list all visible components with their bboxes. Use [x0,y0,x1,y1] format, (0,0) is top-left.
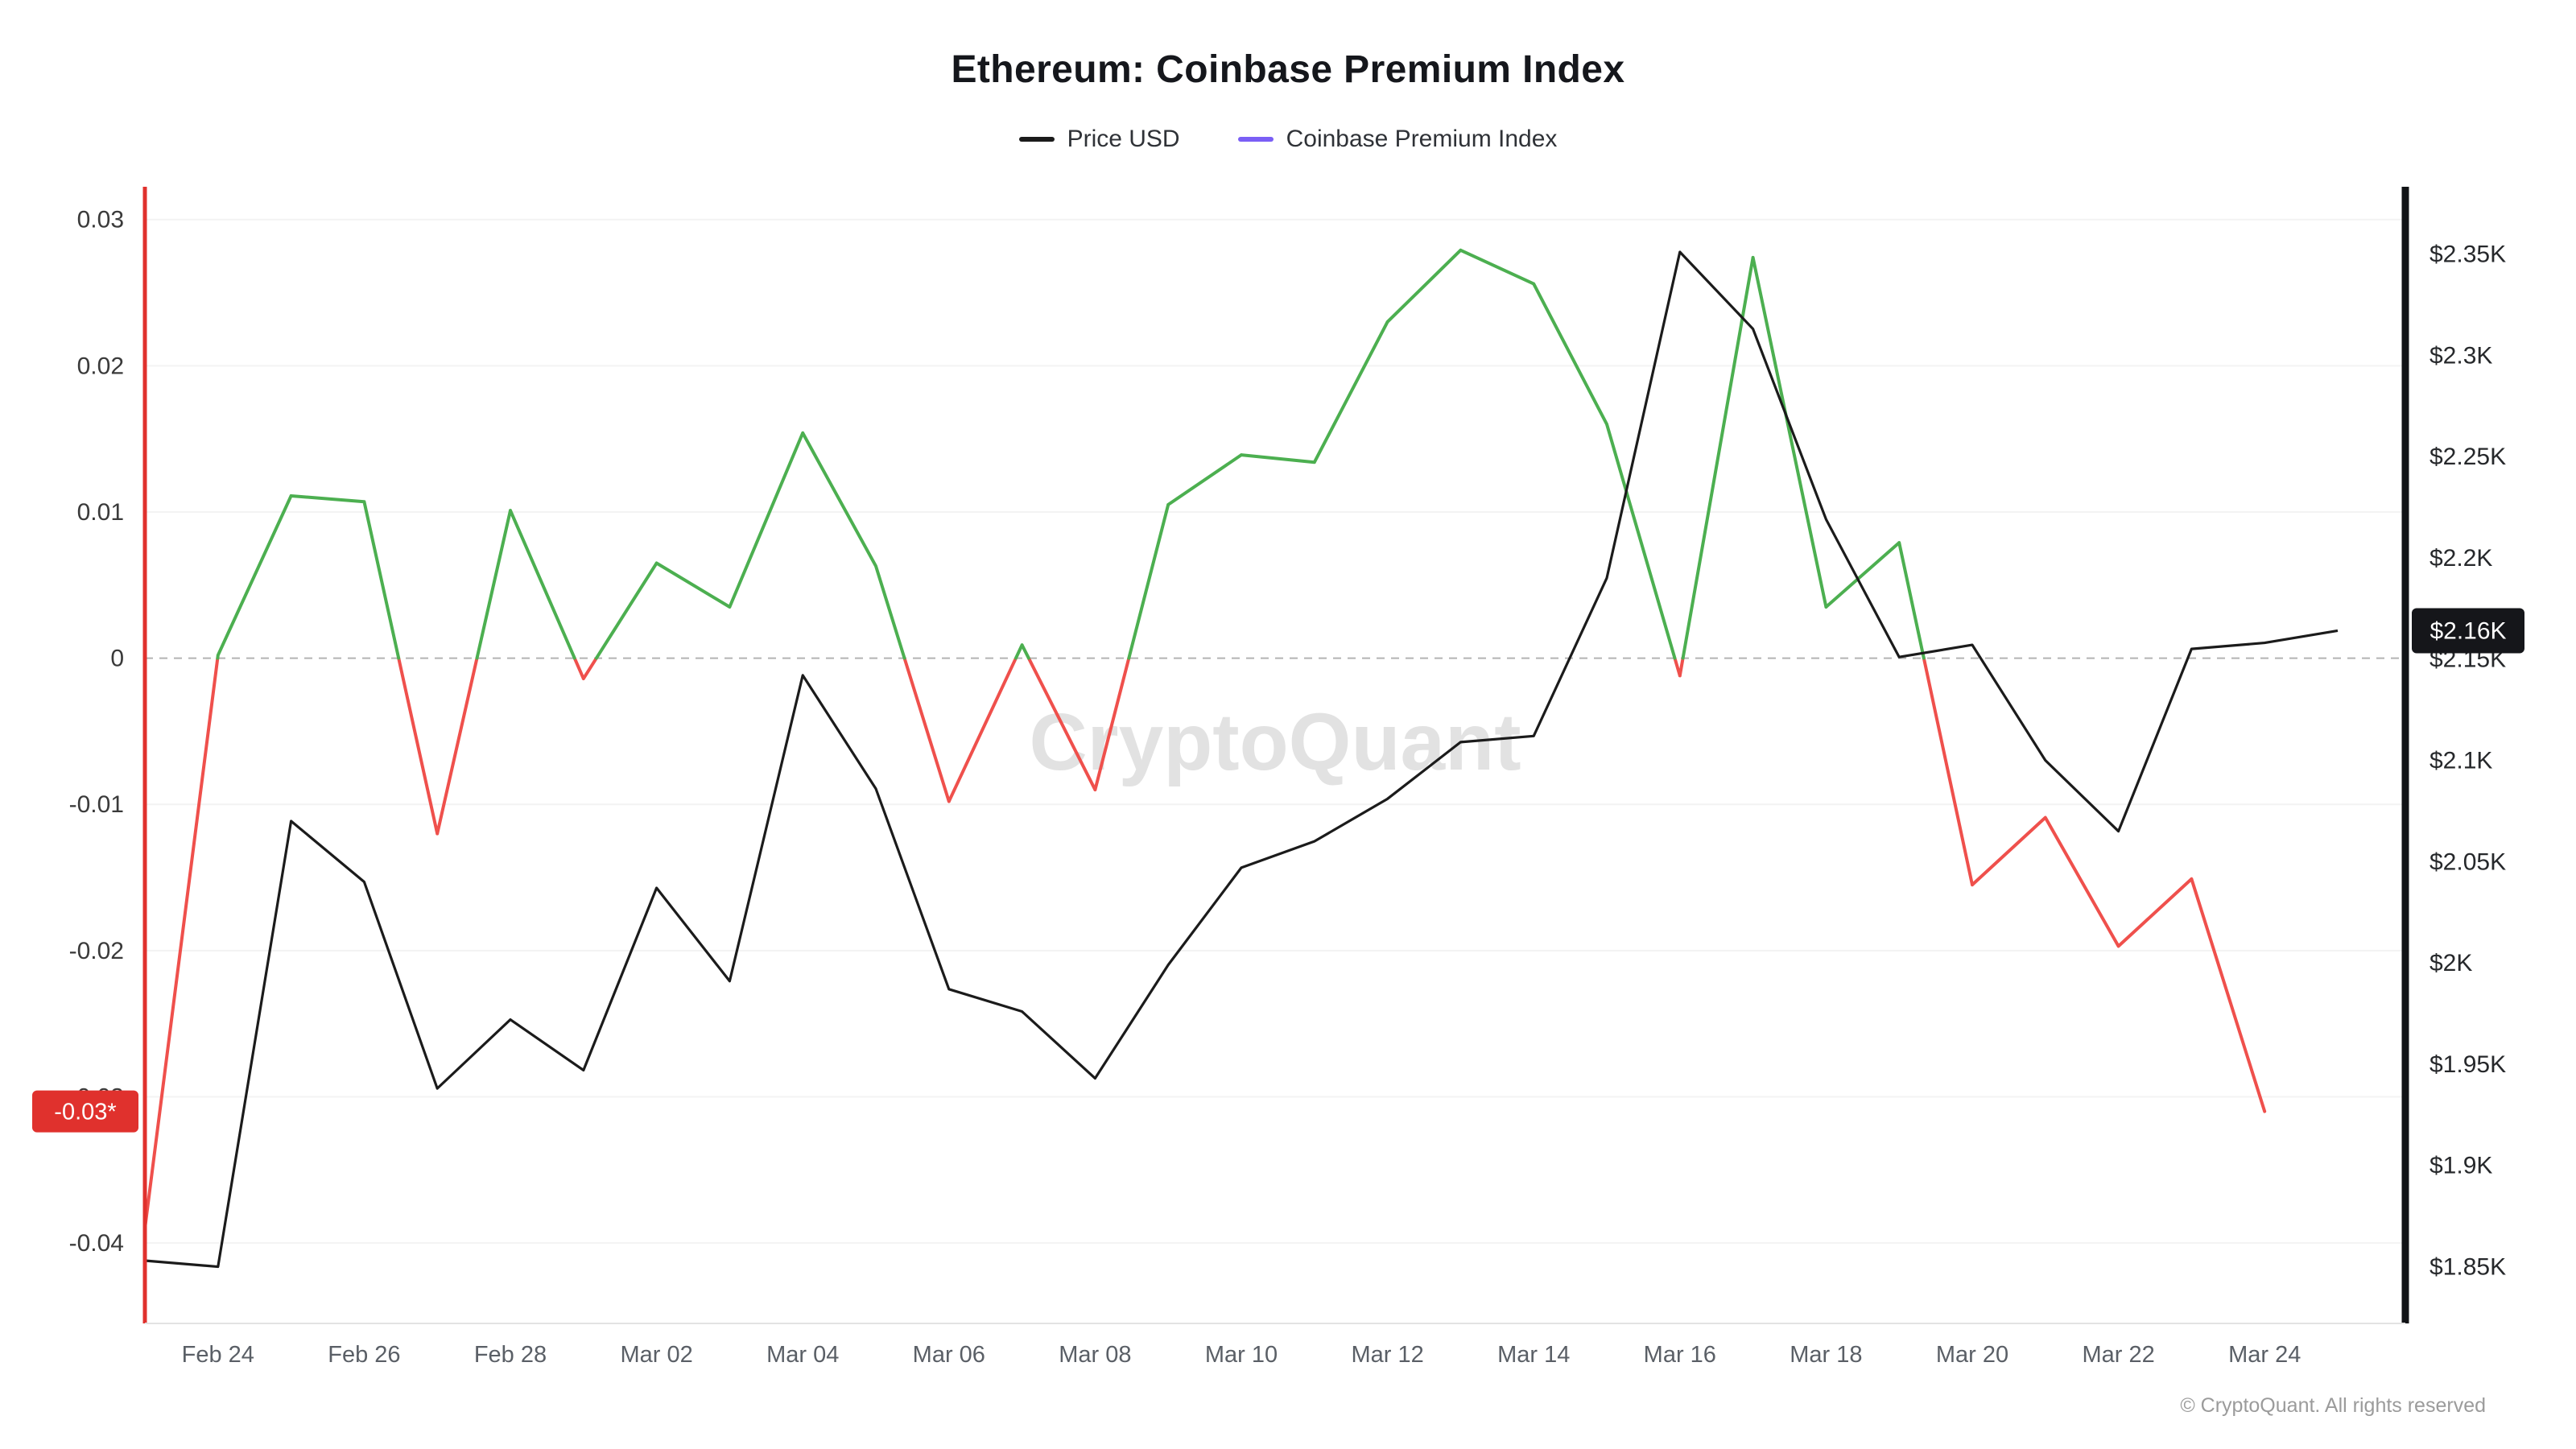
left-tick-label: 0.03 [77,207,124,233]
x-tick-label: Mar 10 [1205,1342,1278,1368]
right-tick-label: $2.25K [2429,444,2506,470]
cryptoquant-watermark: CryptoQuant [1029,697,1521,787]
right-tick-label: $1.9K [2429,1153,2492,1179]
left-tick-label: -0.04 [69,1230,124,1257]
right-tick-label: $2.2K [2429,545,2492,572]
x-tick-label: Mar 24 [2228,1342,2301,1368]
premium-index-series [143,248,2267,1230]
legend-item-price-usd[interactable]: Price USD [1018,126,1180,153]
x-tick-label: Feb 28 [474,1342,547,1368]
right-tick-label: $2K [2429,950,2472,976]
left-tick-label: 0.02 [77,353,124,379]
legend-label-price-usd: Price USD [1067,126,1180,153]
price-line-swatch [1018,137,1055,142]
chart-title: Ethereum: Coinbase Premium Index [951,48,1625,92]
right-axis-labels: $2.35K$2.3K$2.25K$2.2K$2.15K$2.1K$2.05K$… [2429,241,2506,1280]
x-tick-label: Mar 18 [1790,1342,1862,1368]
right-tick-label: $2.3K [2429,342,2492,369]
x-tick-label: Mar 06 [913,1342,985,1368]
x-tick-label: Feb 26 [328,1342,400,1368]
x-tick-label: Mar 14 [1497,1342,1570,1368]
premium-line-negative [143,656,2267,1230]
x-axis-labels: Feb 24 Feb 26 Feb 28 Mar 02 Mar 04 Mar 06 Mar … [182,1342,2301,1368]
x-tick-label: Mar 08 [1059,1342,1131,1368]
x-tick-label: Mar 12 [1351,1342,1423,1368]
gridlines [145,218,2405,1245]
x-tick-label: Mar 04 [766,1342,839,1368]
legend: Price USD Coinbase Premium Index [0,126,2576,153]
legend-item-coinbase-premium-index[interactable]: Coinbase Premium Index [1237,126,1558,153]
left-tick-label: 0.01 [77,499,124,526]
premium-current-value-badge: -0.03* [32,1090,138,1133]
right-tick-label: $1.85K [2429,1254,2506,1281]
x-tick-label: Mar 22 [2082,1342,2154,1368]
premium-line-positive [216,248,1926,660]
right-tick-label: $2.35K [2429,241,2506,267]
premium-current-value-label: -0.03* [54,1100,116,1125]
right-tick-label: $2.05K [2429,848,2506,875]
price-line [144,250,2339,1269]
price-current-value-badge: $2.16K [2412,608,2524,654]
x-tick-label: Mar 20 [1936,1342,2008,1368]
copyright-notice: © CryptoQuant. All rights reserved [2180,1394,2486,1417]
right-tick-label: $2.1K [2429,748,2492,774]
right-tick-label: $1.95K [2429,1051,2506,1078]
x-tick-label: Feb 24 [182,1342,254,1368]
price-current-value-label: $2.16K [2429,617,2506,644]
x-tick-label: Mar 02 [620,1342,692,1368]
left-tick-label: -0.02 [69,938,124,964]
x-tick-label: Mar 16 [1644,1342,1716,1368]
left-tick-label: -0.01 [69,791,124,818]
left-tick-label: 0 [110,646,124,672]
legend-label-coinbase-premium-index: Coinbase Premium Index [1286,126,1558,153]
premium-line-swatch [1237,137,1274,142]
